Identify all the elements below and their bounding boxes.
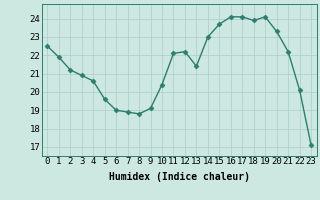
X-axis label: Humidex (Indice chaleur): Humidex (Indice chaleur): [109, 172, 250, 182]
